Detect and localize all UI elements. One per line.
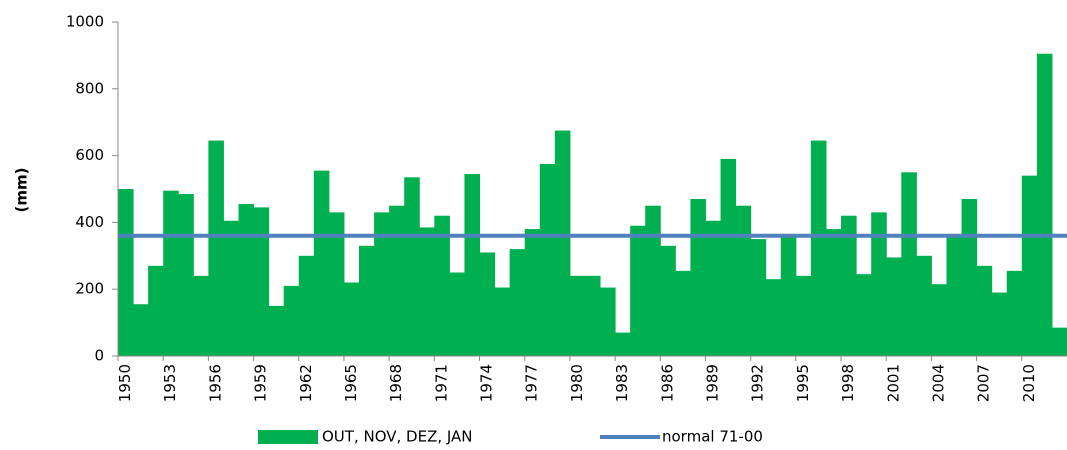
bar: [569, 275, 586, 356]
x-tick-label: 1995: [794, 364, 812, 402]
bar: [283, 285, 300, 356]
bar: [359, 245, 375, 356]
bar: [328, 212, 345, 356]
x-tick-label: 1977: [523, 364, 541, 402]
x-tick-label: 2004: [929, 364, 947, 402]
bar: [630, 225, 646, 356]
x-tick-label: 2007: [975, 364, 993, 402]
bar: [163, 190, 179, 356]
x-tick-label: 1971: [432, 364, 450, 402]
bar: [765, 279, 782, 356]
bar: [1006, 270, 1023, 356]
bar: [524, 229, 541, 356]
y-tick-label: 600: [75, 146, 104, 164]
bar: [750, 239, 767, 356]
bar: [509, 249, 526, 356]
bar: [118, 189, 134, 356]
bar: [645, 205, 661, 356]
x-tick-label: 1992: [749, 364, 767, 402]
bar: [780, 235, 797, 356]
bar: [208, 140, 224, 356]
x-tick-label: 1956: [206, 364, 224, 402]
bar: [434, 215, 450, 356]
bar: [554, 130, 571, 356]
bar: [268, 305, 285, 356]
bar: [600, 287, 616, 356]
x-tick-label: 1983: [613, 364, 631, 402]
bar: [720, 158, 737, 356]
legend-label: normal 71-00: [662, 428, 763, 446]
bar: [238, 204, 255, 356]
bar: [931, 284, 947, 356]
x-tick-label: 1968: [387, 364, 405, 402]
x-tick-label: 1965: [342, 364, 360, 402]
bar: [539, 163, 556, 356]
bar: [223, 220, 240, 356]
legend-swatch: [258, 430, 318, 444]
x-tick-label: 1980: [568, 364, 586, 402]
bar: [946, 235, 963, 356]
bar: [660, 245, 676, 356]
bar: [419, 227, 435, 356]
bar: [991, 292, 1008, 356]
y-tick-label: 800: [75, 79, 104, 97]
bar: [976, 265, 993, 356]
bar: [313, 170, 330, 356]
bar: [810, 140, 827, 356]
bar: [584, 275, 601, 356]
y-tick-label: 1000: [66, 13, 104, 31]
y-axis-label: (mm): [13, 168, 31, 213]
bar: [193, 275, 209, 356]
x-tick-label: 2001: [884, 364, 902, 402]
bar: [1021, 175, 1038, 356]
bar: [675, 270, 691, 356]
bar: [871, 212, 887, 356]
bar: [133, 304, 149, 356]
bar: [1051, 327, 1067, 356]
legend-label: OUT, NOV, DEZ, JAN: [322, 428, 473, 446]
bar: [690, 199, 706, 356]
bar: [901, 172, 917, 356]
x-tick-label: 1953: [161, 364, 179, 402]
x-tick-label: 1998: [839, 364, 857, 402]
bar: [253, 207, 270, 356]
bar: [494, 287, 511, 356]
bar: [961, 199, 978, 356]
bar: [1036, 53, 1053, 356]
bar: [148, 265, 164, 356]
bar: [705, 220, 722, 356]
bar: [735, 205, 752, 356]
bar: [449, 272, 465, 356]
x-tick-label: 1986: [658, 364, 676, 402]
bar: [389, 205, 405, 356]
bar: [856, 274, 872, 356]
bar: [841, 215, 857, 356]
bar: [479, 252, 496, 356]
x-tick-label: 1989: [704, 364, 722, 402]
bar: [298, 255, 315, 356]
x-tick-label: 1962: [297, 364, 315, 402]
bar: [374, 212, 390, 356]
x-tick-label: 1959: [252, 364, 270, 402]
bar: [916, 255, 932, 356]
bar: [886, 257, 902, 356]
bar: [615, 332, 631, 356]
bar: [343, 282, 360, 356]
x-tick-label: 2010: [1020, 364, 1038, 402]
bar: [178, 194, 194, 356]
y-tick-label: 0: [94, 347, 104, 365]
x-tick-label: 1950: [116, 364, 134, 402]
bar: [464, 173, 481, 356]
bar: [404, 177, 420, 356]
y-tick-label: 400: [75, 213, 104, 231]
y-tick-label: 200: [75, 280, 104, 298]
bar: [825, 229, 842, 356]
x-tick-label: 1974: [478, 364, 496, 402]
bar: [795, 275, 812, 356]
